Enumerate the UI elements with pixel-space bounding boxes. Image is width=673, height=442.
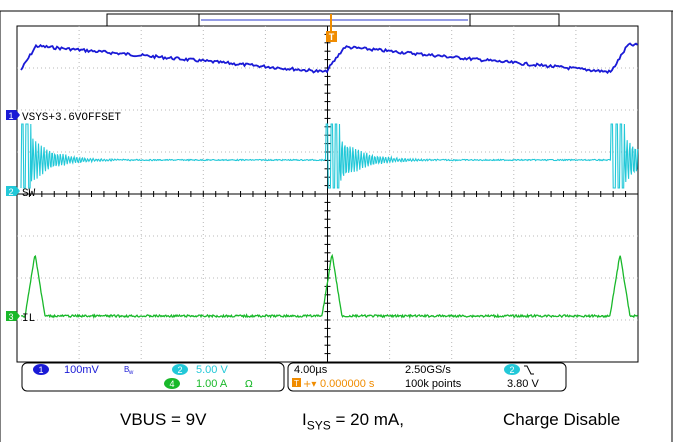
ohm-icon: Ω xyxy=(245,379,253,390)
ch2-scale: 5.00 V xyxy=(196,364,228,376)
figure-caption: VBUS = 9V ISYS = 20 mA, Charge Disable xyxy=(0,410,673,438)
svg-text:B: B xyxy=(124,365,129,374)
ch1-badge: 1 xyxy=(38,365,43,375)
trigger-level: 3.80 V xyxy=(507,378,539,390)
caption-vbus: VBUS = 9V xyxy=(120,410,207,429)
svg-text:w: w xyxy=(128,370,134,376)
caption-charge: Charge Disable xyxy=(503,410,621,429)
record-overview-bar[interactable] xyxy=(106,13,560,27)
svg-text:2: 2 xyxy=(8,187,13,197)
ch1-marker[interactable]: 1 xyxy=(6,110,20,121)
ch2-label: SW xyxy=(22,188,36,200)
graticule-grid xyxy=(16,25,639,363)
record-length: 100k points xyxy=(405,378,462,390)
ch2-badge: 2 xyxy=(177,365,182,375)
ch3-trace xyxy=(21,253,638,319)
ch1-label: VSYS+3.6VOFFSET xyxy=(22,112,121,124)
svg-text:3: 3 xyxy=(8,312,13,322)
falling-edge-icon xyxy=(524,365,534,375)
svg-text:T: T xyxy=(329,32,335,42)
svg-text:1: 1 xyxy=(8,111,13,121)
ch2-trace xyxy=(20,123,639,189)
ch4-scale: 1.00 A xyxy=(196,378,228,390)
ch1-scale: 100mV xyxy=(64,364,100,376)
ch2-marker[interactable]: 2 xyxy=(6,186,20,197)
waveform-traces xyxy=(20,42,639,319)
caption-isys: ISYS = 20 mA, xyxy=(302,410,404,433)
ch4-badge: 4 xyxy=(169,379,174,389)
svg-text:T: T xyxy=(294,379,299,388)
sample-rate: 2.50GS/s xyxy=(405,364,451,376)
trigger-delay-arrow-icon: +▾ xyxy=(303,379,316,390)
trigger-source-badge: 2 xyxy=(509,365,514,375)
timebase: 4.00µs xyxy=(294,364,328,376)
ch3-marker[interactable]: 3 xyxy=(6,311,20,322)
ch3-label: IL xyxy=(22,313,35,325)
trigger-position-marker[interactable]: T xyxy=(326,14,337,42)
trigger-delay: 0.000000 s xyxy=(320,378,375,390)
horizontal-trigger-panel[interactable]: 4.00µs 2.50GS/s T +▾ 0.000000 s 100k poi… xyxy=(287,362,567,392)
ch1-trace xyxy=(20,42,639,75)
vertical-settings-panel[interactable]: 1 100mV B w 2 5.00 V 4 1.00 A Ω xyxy=(21,362,285,392)
bandwidth-limit-icon: B w xyxy=(124,365,134,376)
